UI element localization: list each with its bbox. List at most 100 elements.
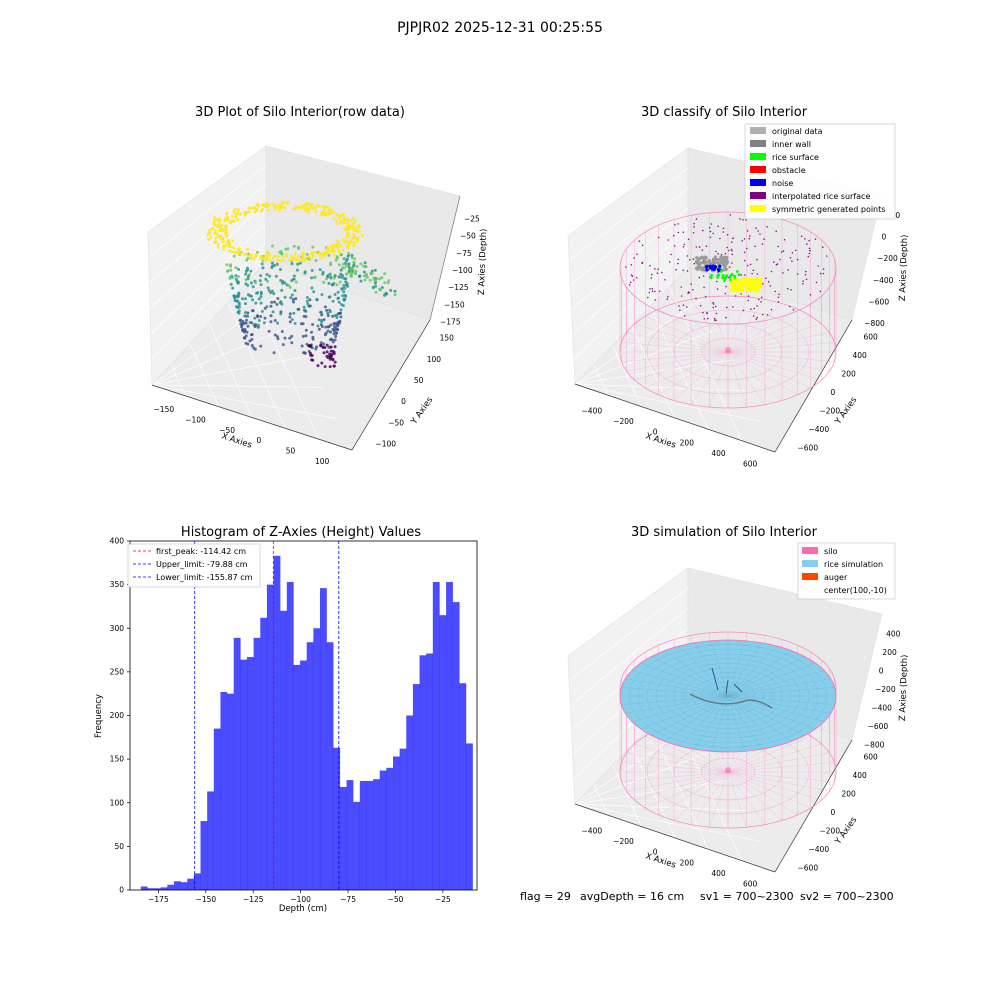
interpolated-point xyxy=(747,299,749,302)
histogram-bar xyxy=(373,779,380,890)
interpolated-point xyxy=(686,306,688,308)
data-point xyxy=(338,280,342,284)
data-point xyxy=(334,245,338,248)
data-point xyxy=(270,300,274,304)
data-point xyxy=(215,232,219,236)
data-point xyxy=(276,297,280,300)
data-point xyxy=(331,314,335,318)
data-point xyxy=(241,297,244,301)
data-point xyxy=(344,280,348,284)
surface-mesh xyxy=(727,695,825,722)
interpolated-point xyxy=(782,272,784,274)
data-point xyxy=(225,234,229,238)
silo-floor-spoke xyxy=(727,771,798,816)
tick-label: −75 xyxy=(456,249,472,258)
data-point xyxy=(326,314,330,318)
interpolated-point xyxy=(677,262,679,265)
rice-surface-point xyxy=(709,276,713,280)
data-point xyxy=(244,311,247,314)
data-point xyxy=(313,206,317,210)
data-point xyxy=(266,286,270,290)
interpolated-point xyxy=(751,272,753,275)
legend-label: rice surface xyxy=(772,153,819,162)
interpolated-point xyxy=(787,287,789,290)
data-point xyxy=(358,274,362,278)
inner-wall-point xyxy=(695,256,699,260)
interpolated-point xyxy=(720,253,723,256)
tick-label: 0 xyxy=(831,388,836,397)
surface-mesh xyxy=(727,695,762,750)
data-point xyxy=(344,217,348,221)
data-point xyxy=(365,275,369,279)
interpolated-point xyxy=(682,231,685,233)
noise-point xyxy=(711,264,715,268)
interpolated-point xyxy=(707,317,709,320)
interpolated-point xyxy=(791,252,794,254)
symmetric-point xyxy=(752,278,757,282)
data-point xyxy=(332,249,336,253)
data-point xyxy=(326,329,330,333)
data-point xyxy=(216,235,220,238)
data-point xyxy=(268,258,272,262)
interpolated-point xyxy=(724,292,727,295)
interpolated-point xyxy=(748,237,751,240)
silo-floor-spoke xyxy=(727,342,835,353)
data-point xyxy=(278,301,282,305)
data-point xyxy=(342,290,346,294)
data-point xyxy=(283,336,287,340)
data-point xyxy=(282,258,285,262)
data-point xyxy=(295,257,299,261)
y-tick-label: 350 xyxy=(110,580,125,589)
data-point xyxy=(314,347,318,351)
data-point xyxy=(352,261,356,264)
data-point xyxy=(311,358,315,362)
data-point xyxy=(371,286,375,290)
data-point xyxy=(254,281,257,285)
data-point xyxy=(296,254,300,258)
data-point xyxy=(267,329,271,333)
data-point xyxy=(266,252,270,256)
interpolated-point xyxy=(682,269,684,272)
symmetric-point xyxy=(740,283,745,288)
data-point xyxy=(327,254,331,257)
interpolated-point xyxy=(679,309,681,312)
interpolated-point xyxy=(716,280,718,283)
x-tick-label: −150 xyxy=(196,895,217,904)
data-point xyxy=(281,255,285,259)
interpolated-point xyxy=(756,258,758,261)
data-point xyxy=(332,253,336,257)
gridline xyxy=(570,187,689,286)
interpolated-point xyxy=(741,240,744,242)
data-point xyxy=(250,333,254,336)
noise-point xyxy=(718,264,722,268)
data-point xyxy=(290,262,294,266)
interpolated-point xyxy=(730,241,733,243)
interpolated-point xyxy=(703,318,706,320)
silo-floor-spoke xyxy=(727,752,830,773)
data-point xyxy=(283,281,287,285)
data-point xyxy=(324,252,328,256)
data-point xyxy=(355,239,359,243)
data-point xyxy=(255,314,259,318)
histogram-bar xyxy=(193,873,201,890)
data-point xyxy=(318,204,321,208)
interpolated-point xyxy=(630,264,633,266)
data-point xyxy=(250,294,253,298)
interpolated-point xyxy=(809,249,811,252)
panel2-legend: original data inner wall rice surface obsta… xyxy=(744,123,896,220)
gridline xyxy=(149,203,267,309)
data-point xyxy=(251,285,255,289)
interpolated-point xyxy=(664,279,666,281)
data-point xyxy=(213,216,217,220)
auger-lines xyxy=(711,667,743,695)
tick-label: 0 xyxy=(879,666,884,675)
data-point xyxy=(341,248,345,252)
interpolated-point xyxy=(770,270,773,273)
legend-label: auger xyxy=(824,573,848,582)
tick-label: −200 xyxy=(820,407,841,416)
interpolated-point xyxy=(690,283,692,286)
legend-swatch xyxy=(802,560,818,567)
data-point xyxy=(259,344,263,348)
data-point xyxy=(225,263,229,267)
data-point xyxy=(343,297,347,301)
